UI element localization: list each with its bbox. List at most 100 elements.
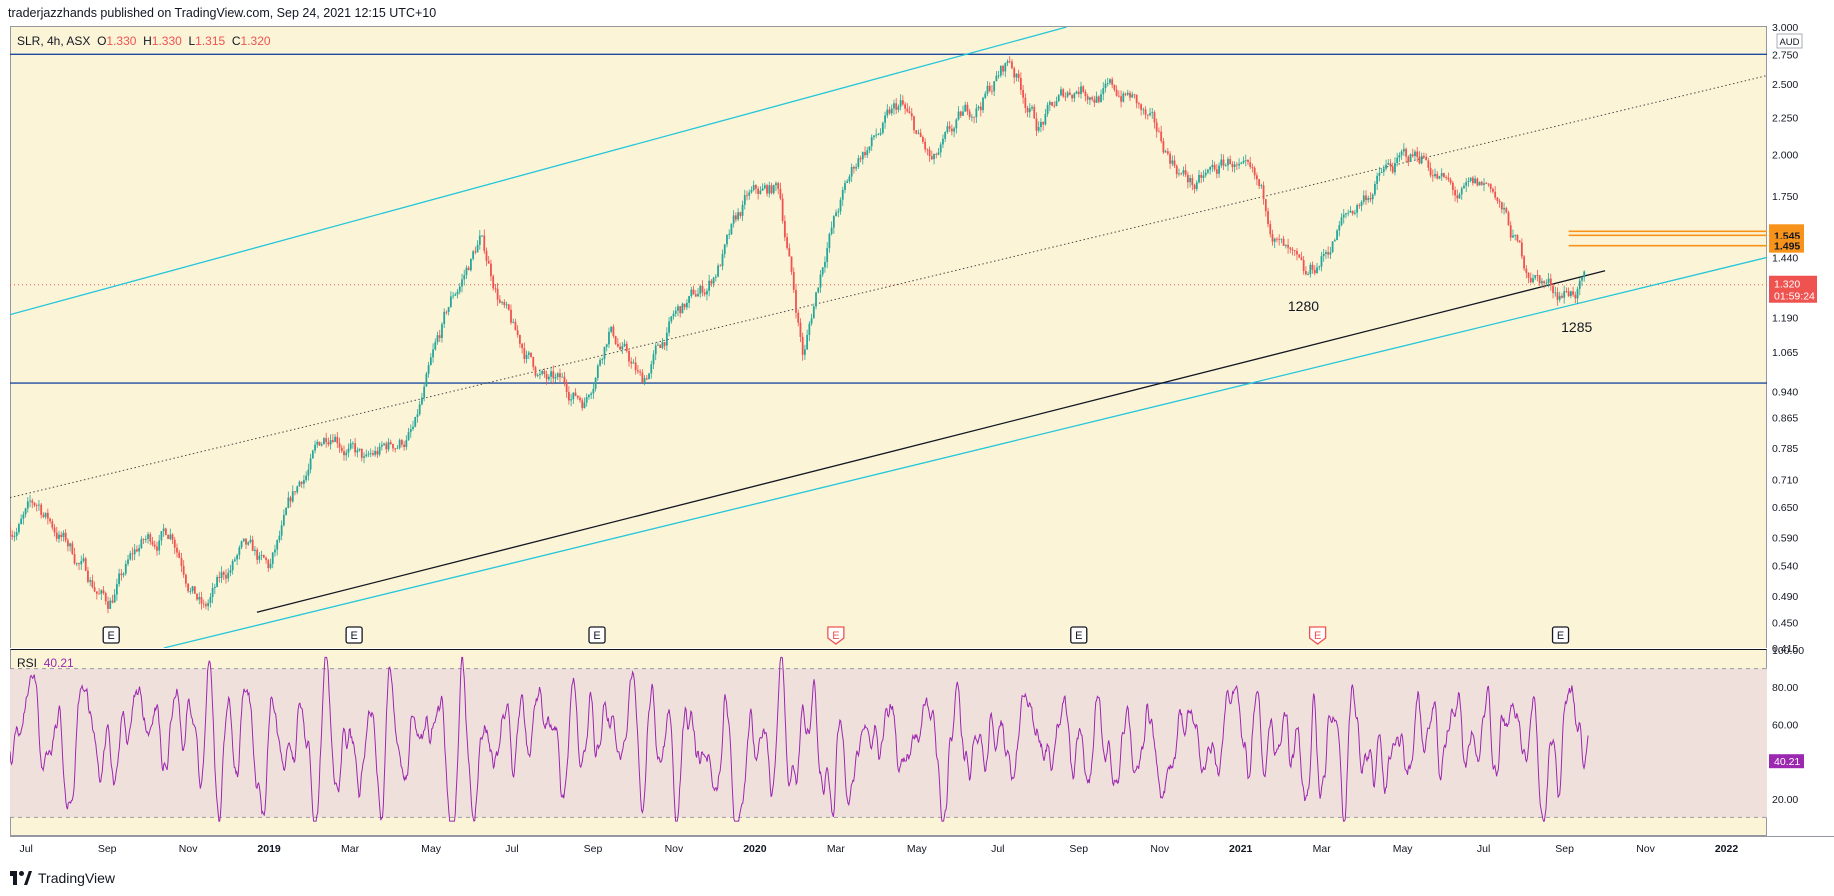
candle-body: [256, 549, 259, 560]
candle-body: [73, 553, 76, 564]
trendline-channel-mid: [10, 75, 1767, 499]
candle-body: [167, 534, 169, 540]
candle-body: [1173, 160, 1176, 166]
candle-body: [1454, 190, 1456, 196]
candle-body: [1529, 277, 1532, 283]
candle-body: [543, 371, 546, 375]
candle-body: [534, 367, 537, 376]
candle-body: [746, 195, 748, 196]
candle-body: [1202, 175, 1205, 178]
candle-body: [770, 185, 773, 194]
candle-body: [946, 126, 949, 133]
candle-body: [888, 109, 891, 114]
earnings-marker[interactable]: E: [1308, 626, 1327, 645]
earnings-marker-label: E: [593, 630, 600, 642]
candle-body: [1525, 268, 1528, 273]
candle-body: [1333, 240, 1336, 242]
candle-body: [1204, 172, 1207, 176]
candle-body: [1500, 202, 1503, 210]
time-axis-tick: May: [421, 843, 442, 855]
candle-body: [741, 204, 744, 216]
earnings-marker[interactable]: E: [1070, 626, 1088, 644]
candle-body: [710, 280, 713, 284]
time-axis-tick: Jul: [505, 843, 518, 855]
candle-body: [730, 223, 733, 235]
candle-body: [1561, 295, 1563, 298]
price-axis-tick: 0.415: [1772, 643, 1798, 655]
candle-body: [1060, 89, 1062, 96]
candle-body: [1304, 271, 1307, 275]
candle-body: [46, 512, 49, 519]
candle-body: [1418, 156, 1421, 164]
time-axis-tick: Sep: [1069, 843, 1088, 855]
candle-body: [1325, 252, 1327, 254]
price-panel[interactable]: [10, 26, 1767, 648]
candle-body: [481, 235, 483, 237]
candle-body: [1013, 68, 1016, 78]
candle-body: [795, 289, 797, 313]
candle-body: [596, 365, 599, 379]
candle-body: [334, 436, 336, 442]
price-axis-tick: 0.450: [1772, 618, 1798, 630]
candle-body: [349, 443, 352, 449]
candle-body: [449, 296, 452, 308]
candle-body: [95, 591, 98, 594]
candle-body: [1162, 141, 1165, 153]
candle-body: [993, 81, 996, 92]
candle-body: [1456, 195, 1459, 199]
candle-body: [1247, 160, 1249, 163]
candle-body: [1224, 165, 1227, 167]
candle-body: [236, 555, 239, 560]
candle-body: [1035, 118, 1038, 131]
price-axis-tick: 0.490: [1772, 591, 1798, 603]
earnings-marker[interactable]: E: [588, 626, 606, 644]
candle-body: [265, 557, 267, 561]
close-label: C: [231, 34, 241, 48]
candle-body: [1133, 94, 1136, 96]
candle-body: [120, 573, 123, 576]
earnings-marker[interactable]: E: [102, 626, 120, 644]
candle-body: [779, 188, 782, 199]
candle-body: [719, 265, 722, 267]
candle-body: [1300, 257, 1303, 261]
candle-body: [679, 306, 682, 314]
candle-body: [1008, 61, 1011, 63]
candle-body: [737, 212, 740, 220]
candle-body: [1195, 182, 1198, 190]
candle-body: [1131, 94, 1134, 98]
candle-body: [323, 438, 325, 445]
candle-body: [111, 600, 114, 603]
candle-body: [1140, 104, 1143, 110]
candle-body: [260, 555, 263, 556]
candle-body: [1532, 278, 1534, 283]
candle-body: [1209, 167, 1212, 170]
candle-body: [1048, 101, 1051, 105]
candle-body: [1213, 164, 1216, 170]
candle-body: [648, 373, 650, 380]
time-axis-tick: May: [1393, 843, 1414, 855]
candle-body: [1019, 78, 1022, 90]
candle-body: [559, 373, 561, 378]
candle-body: [1420, 155, 1423, 164]
candle-body: [456, 291, 459, 295]
candle-body: [1558, 295, 1561, 300]
currency-badge-box: [1776, 33, 1803, 49]
candle-body: [654, 345, 657, 355]
candle-body: [530, 352, 532, 357]
candle-body: [901, 100, 904, 105]
candle-body: [953, 128, 955, 132]
candle-body: [935, 153, 938, 155]
candle-body: [1240, 162, 1243, 164]
candle-body: [1416, 151, 1419, 157]
candle-body: [545, 374, 548, 380]
earnings-marker[interactable]: E: [827, 626, 845, 645]
candle-body: [1445, 177, 1448, 178]
candle-body: [476, 244, 479, 253]
candle-body: [1260, 185, 1263, 187]
candles: [10, 56, 1586, 614]
earnings-marker[interactable]: E: [345, 626, 363, 644]
earnings-marker[interactable]: E: [1551, 626, 1570, 644]
candle-body: [182, 565, 185, 575]
candle-body: [599, 360, 601, 366]
